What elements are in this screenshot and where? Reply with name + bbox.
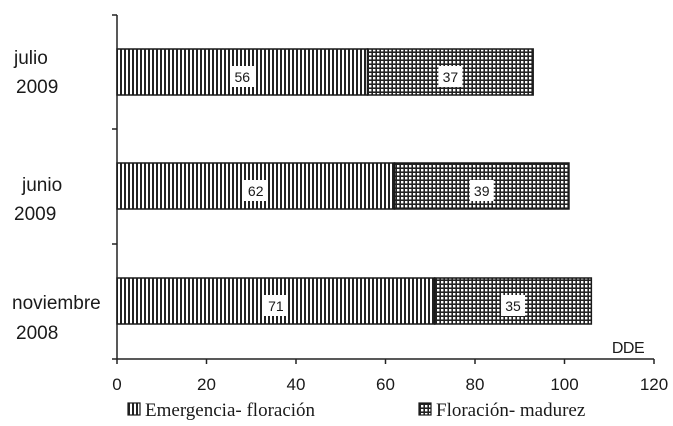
category-label-line: junio bbox=[21, 175, 62, 196]
category-label-line: 2008 bbox=[16, 323, 58, 344]
labels: 56 37 62 39 71 35 bbox=[230, 66, 526, 316]
legend-label: Floración- madurez bbox=[436, 400, 585, 421]
legend-item: Floración- madurez bbox=[418, 400, 585, 421]
x-tick-label: 0 bbox=[112, 375, 121, 394]
legend-label: Emergencia- floración bbox=[145, 400, 316, 421]
data-label: 37 bbox=[443, 69, 459, 85]
category-label-line: 2009 bbox=[14, 204, 56, 225]
category-label-line: noviembre bbox=[12, 293, 101, 314]
axes: 0 20 40 60 80 100 120 DDE julio 2009 junio 2009 novi… bbox=[12, 14, 668, 394]
category-label: junio 2009 bbox=[14, 175, 62, 225]
x-tick-label: 80 bbox=[466, 375, 485, 394]
legend: Emergencia- floración Floración- madurez bbox=[127, 400, 585, 421]
data-label-box bbox=[469, 180, 494, 201]
x-axis-label: DDE bbox=[612, 340, 644, 357]
legend-swatch bbox=[418, 402, 432, 416]
data-label: 56 bbox=[235, 69, 251, 85]
plot-area bbox=[116, 48, 593, 325]
x-tick-label: 20 bbox=[197, 375, 216, 394]
data-label-box bbox=[243, 180, 268, 201]
category-label: julio 2009 bbox=[13, 48, 58, 98]
data-label-box bbox=[501, 295, 526, 316]
category-label-line: 2009 bbox=[16, 77, 58, 98]
x-tick-label: 120 bbox=[640, 375, 668, 394]
data-label-box bbox=[438, 66, 463, 87]
category-label: noviembre 2008 bbox=[12, 293, 101, 344]
x-tick-label: 60 bbox=[376, 375, 395, 394]
data-label: 62 bbox=[248, 183, 264, 199]
data-label: 35 bbox=[505, 298, 521, 314]
data-label-box bbox=[230, 66, 255, 87]
data-label: 71 bbox=[268, 298, 284, 314]
category-label-line: julio bbox=[13, 48, 48, 69]
x-tick-label: 100 bbox=[550, 375, 578, 394]
legend-item: Emergencia- floración bbox=[127, 400, 316, 421]
x-tick-label: 40 bbox=[287, 375, 306, 394]
data-label-box bbox=[263, 295, 288, 316]
legend-swatch bbox=[127, 402, 141, 416]
data-label: 39 bbox=[474, 183, 490, 199]
